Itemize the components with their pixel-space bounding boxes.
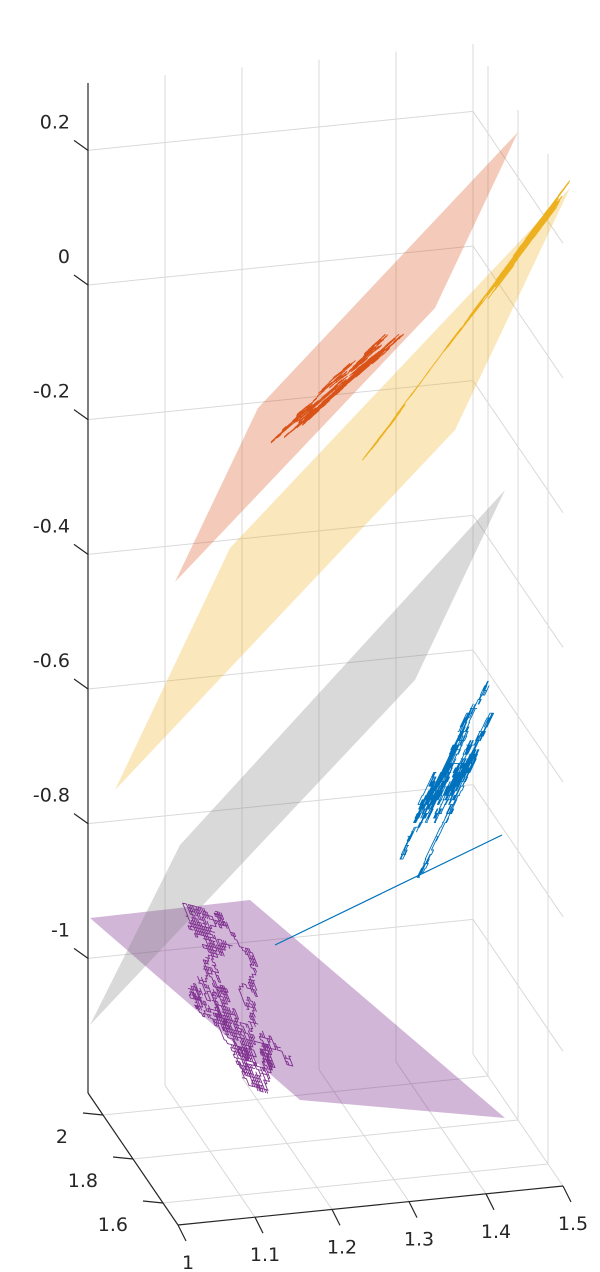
- x-tick-2: [331, 1209, 341, 1226]
- grid-floor-y-2: [102, 1075, 489, 1116]
- z-tick-label-0: 0.2: [40, 111, 70, 133]
- y-tick-label-2: 2: [56, 1126, 68, 1148]
- x-tick-label-1: 1.1: [250, 1244, 280, 1266]
- grid-floor-y-1: [132, 1119, 519, 1160]
- z-tick-6: [73, 947, 89, 959]
- grid-side-z-5: [472, 784, 564, 917]
- walk-yellow: [362, 180, 571, 461]
- z-tick-label-5: -0.8: [33, 785, 70, 807]
- z-tick-label-2: -0.2: [33, 381, 70, 403]
- grid-side-z-1: [472, 245, 564, 379]
- plane-gray: [90, 490, 505, 1025]
- plane-orange: [175, 132, 518, 582]
- plane-yellow: [115, 188, 570, 790]
- z-tick-1: [73, 274, 89, 286]
- plane-layer: [90, 132, 570, 1118]
- z-tick-5: [73, 813, 89, 825]
- grid-side-z-0: [472, 111, 564, 244]
- y-tick-label-0: 1.6: [98, 1214, 128, 1236]
- y-tick-0: [142, 1200, 164, 1204]
- grid-back-z-5: [87, 784, 474, 825]
- x-tick-label-0: 1: [182, 1252, 194, 1272]
- label-layer: 0.2 0 -0.2 -0.4 -0.6 -0.8 -1 1.61.82 1 1.1 1.2 1.3 1…: [33, 111, 588, 1272]
- z-tick-3: [73, 543, 89, 555]
- grid-side-z-2: [472, 380, 564, 513]
- x-tick-0: [177, 1224, 187, 1242]
- z-tick-label-3: -0.4: [33, 515, 70, 537]
- grid-back-z-2: [87, 380, 474, 421]
- walk-purple: [182, 902, 294, 1094]
- grid-layer: [87, 44, 564, 1226]
- walk-orange: [270, 333, 404, 444]
- walk-blue-3d: [399, 680, 495, 878]
- z-tick-label-1: 0: [58, 246, 70, 268]
- x-axis-line: [177, 1185, 564, 1226]
- grid-side-z-3: [472, 515, 564, 648]
- y-tick-label-1: 1.8: [68, 1170, 98, 1192]
- x-tick-1: [254, 1216, 264, 1234]
- z-tick-2: [73, 409, 89, 421]
- x-tick-label-2: 1.2: [327, 1236, 357, 1258]
- plane-purple: [90, 900, 505, 1118]
- grid-floor-y-0: [162, 1163, 549, 1204]
- y-tick-2: [82, 1112, 104, 1116]
- z-tick-4: [73, 678, 89, 690]
- y-tick-1: [112, 1156, 134, 1160]
- x-tick-3: [408, 1201, 418, 1218]
- grid-back-z-6: [87, 918, 474, 959]
- z-tick-label-4: -0.6: [33, 650, 70, 672]
- axis-layer: [73, 83, 572, 1242]
- grid-back-z-3: [87, 514, 474, 555]
- z-tick-0: [73, 139, 89, 151]
- grid-side-z-6: [472, 919, 564, 1052]
- walk-layer: [182, 180, 571, 1094]
- grid-side-z-4: [472, 649, 564, 783]
- grid-back-z-1: [87, 245, 474, 286]
- z-tick-label-6: -1: [51, 919, 70, 941]
- x-tick-4: [485, 1193, 495, 1211]
- x-tick-label-3: 1.3: [404, 1229, 434, 1251]
- x-tick-label-4: 1.4: [481, 1221, 511, 1243]
- walk-blue-segment: [274, 834, 503, 946]
- x-tick-label-5: 1.5: [558, 1213, 588, 1235]
- grid-back-z-4: [87, 649, 474, 690]
- grid-back-z-0: [87, 110, 474, 151]
- x-tick-5: [562, 1185, 572, 1203]
